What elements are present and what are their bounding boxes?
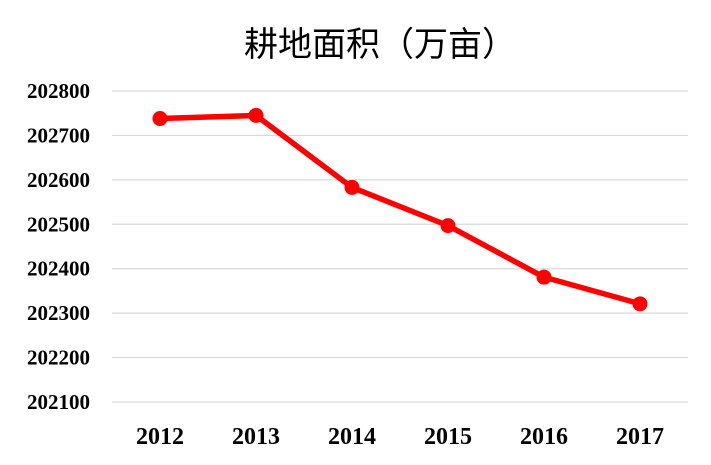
x-tick-label: 2016	[520, 424, 568, 450]
x-tick-label: 2017	[616, 424, 664, 450]
x-tick-label: 2015	[424, 424, 472, 450]
gridlines	[112, 90, 688, 403]
y-tick-label: 202300	[27, 301, 90, 325]
series-layer	[152, 107, 648, 312]
chart-title: 耕地面积（万亩）	[244, 25, 516, 65]
series-line	[157, 112, 643, 307]
x-tick-label: 2012	[136, 424, 184, 450]
data-point	[248, 107, 264, 123]
y-tick-label: 202400	[27, 257, 90, 281]
data-point	[152, 111, 168, 127]
y-axis-ticks: 202800 202700 202600 202500 202400 202300 2022…	[27, 79, 90, 414]
data-point	[440, 218, 456, 234]
y-tick-label: 202100	[27, 390, 90, 414]
x-tick-label: 2013	[232, 424, 280, 450]
x-axis-ticks: 2012 2013 2014 2015 2016 2017	[136, 424, 664, 450]
y-tick-label: 202200	[27, 346, 90, 370]
data-point	[632, 296, 648, 312]
data-point	[536, 269, 552, 285]
y-tick-label: 202600	[27, 168, 90, 192]
x-tick-label: 2014	[328, 424, 376, 450]
y-tick-label: 202500	[27, 212, 90, 236]
y-tick-label: 202800	[27, 79, 90, 103]
y-tick-label: 202700	[27, 123, 90, 147]
data-point	[344, 179, 360, 195]
